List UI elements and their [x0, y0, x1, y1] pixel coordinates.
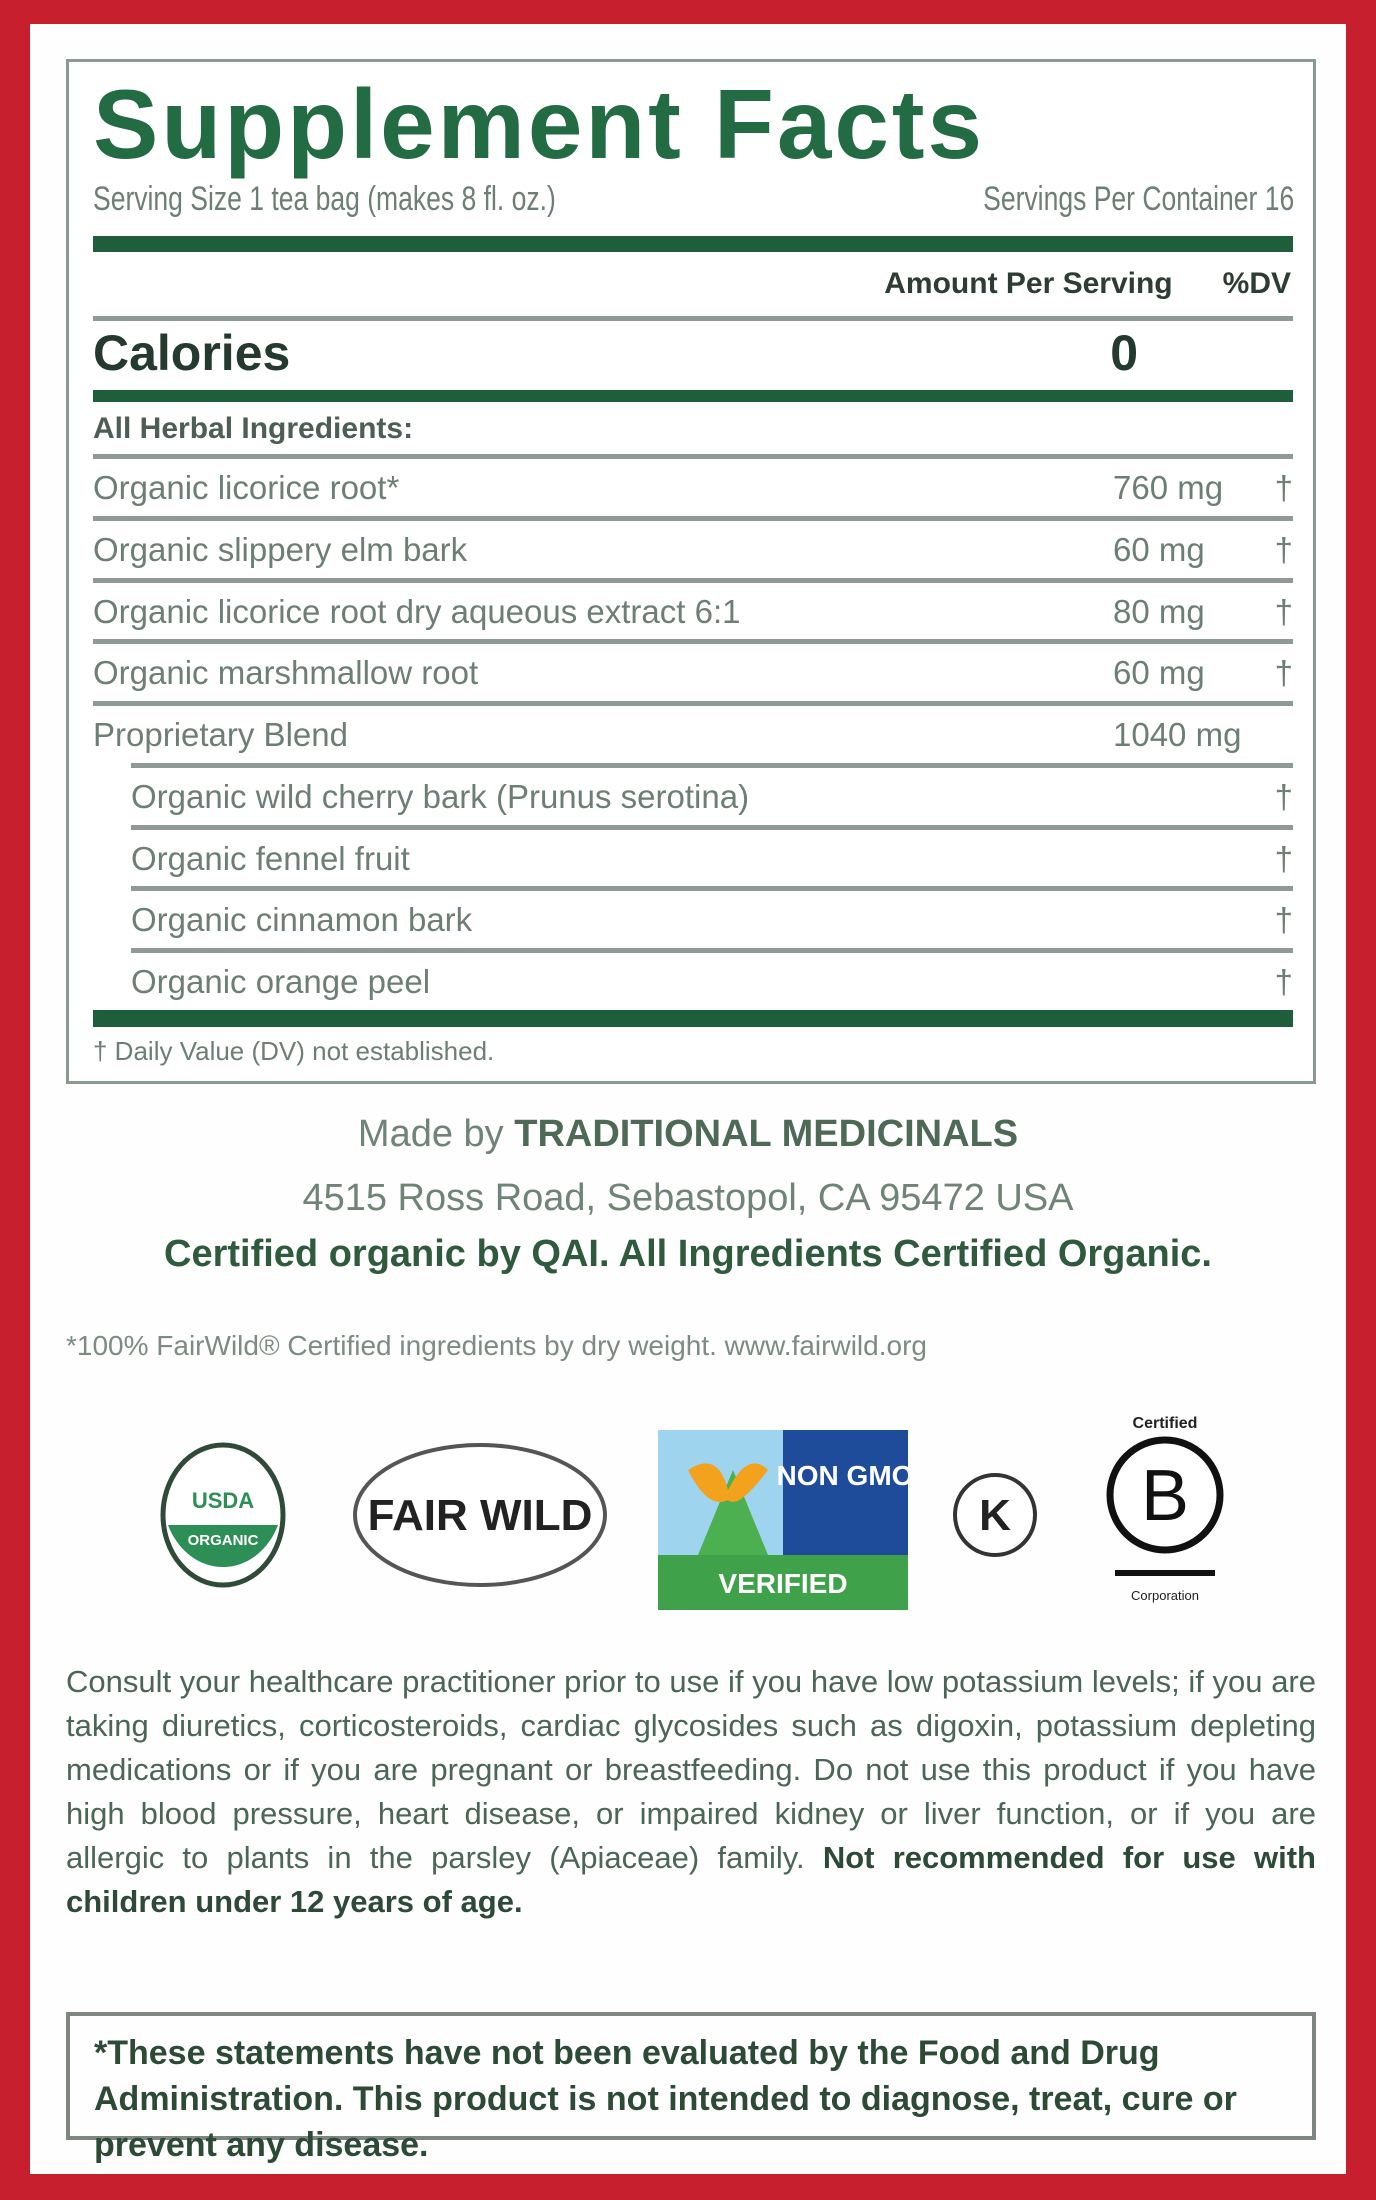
organic-certification: Certified organic by QAI. All Ingredient… [164, 1233, 1212, 1275]
certification-logos: USDA ORGANIC FAIR WILD NON GMO VERIFIED … [150, 1410, 1250, 1610]
ingredient-name: Organic licorice root* [93, 468, 400, 506]
thick-divider [93, 1010, 1293, 1027]
ingredient-row: Proprietary Blend 1040 mg [93, 701, 1293, 763]
kosher-logo: K [953, 1473, 1037, 1557]
ingredient-row: Organic cinnamon bark † [131, 886, 1293, 948]
ingredient-amount: 1040 mg [1113, 715, 1242, 753]
ingredient-row: Organic wild cherry bark (Prunus serotin… [131, 763, 1293, 825]
ingredient-dv: † [1274, 962, 1293, 1000]
ingredient-name: Organic fennel fruit [131, 839, 410, 877]
fairwild-logo: FAIR WILD [353, 1443, 607, 1587]
ingredient-amount: 80 mg [1113, 592, 1205, 630]
dv-footnote: † Daily Value (DV) not established. [93, 1036, 495, 1066]
ingredient-row: Organic marshmallow root 60 mg † [93, 639, 1293, 701]
ingredient-dv: † [1274, 530, 1293, 568]
fda-disclaimer: *These statements have not been evaluate… [66, 2012, 1316, 2164]
fairwild-note: *100% FairWild® Certified ingredients by… [66, 1330, 927, 1361]
column-header: Amount Per Serving %DV [884, 267, 1291, 301]
ingredient-name: Organic wild cherry bark (Prunus serotin… [131, 777, 750, 815]
ingredient-amount: 60 mg [1113, 653, 1205, 691]
warning-children: Not recommended for use with children un… [66, 1840, 1316, 1919]
ingredient-name: Organic slippery elm bark [93, 530, 468, 568]
ingredient-name: Organic marshmallow root [93, 653, 479, 691]
herbal-label: All Herbal Ingredients: [93, 412, 414, 445]
ingredient-row: Organic slippery elm bark 60 mg † [93, 516, 1293, 578]
calories-value: 0 [1110, 325, 1138, 381]
divider [93, 316, 1293, 321]
ingredient-row: Organic licorice root dry aqueous extrac… [93, 578, 1293, 640]
svg-text:ORGANIC: ORGANIC [188, 1532, 259, 1549]
ingredient-row: Organic licorice root* 760 mg † [93, 454, 1293, 516]
ingredient-dv: † [1274, 900, 1293, 938]
ingredient-row: Organic fennel fruit † [131, 825, 1293, 887]
svg-text:K: K [979, 1491, 1011, 1540]
ingredient-name: Proprietary Blend [93, 715, 348, 753]
ingredient-amount: 760 mg [1113, 468, 1224, 506]
ingredient-dv: † [1274, 653, 1293, 691]
ingredient-dv: † [1274, 592, 1293, 630]
thick-divider [93, 236, 1293, 252]
ingredient-row: Organic orange peel † [131, 948, 1293, 1010]
non-gmo-verified-logo: NON GMO VERIFIED [658, 1430, 908, 1610]
serving-size: Serving Size 1 tea bag (makes 8 fl. oz.) [93, 180, 556, 218]
supplement-facts-box: Supplement Facts Serving Size 1 tea bag … [66, 59, 1316, 1084]
usda-organic-logo: USDA ORGANIC [160, 1442, 286, 1588]
ingredient-dv: † [1274, 468, 1293, 506]
svg-text:Corporation: Corporation [1131, 1588, 1199, 1603]
svg-text:USDA: USDA [192, 1488, 254, 1513]
ingredient-name: Organic cinnamon bark [131, 900, 473, 938]
svg-text:NON GMO: NON GMO [777, 1460, 908, 1491]
svg-text:FAIR WILD: FAIR WILD [368, 1491, 593, 1540]
svg-text:VERIFIED: VERIFIED [718, 1568, 847, 1599]
warning-text: Consult your healthcare practitioner pri… [66, 1660, 1316, 1924]
ingredient-amount: 60 mg [1113, 530, 1205, 568]
warning-body: Consult your healthcare practitioner pri… [66, 1664, 1316, 1875]
calories-row: Calories 0 [93, 324, 1293, 382]
ingredient-name: Organic licorice root dry aqueous extrac… [93, 592, 741, 630]
serving-info: Serving Size 1 tea bag (makes 8 fl. oz.)… [93, 180, 1294, 219]
servings-per-container: Servings Per Container 16 [983, 180, 1295, 218]
thick-divider [93, 390, 1293, 402]
address: 4515 Ross Road, Sebastopol, CA 95472 USA [302, 1177, 1074, 1219]
brand-name: TRADITIONAL MEDICINALS [514, 1113, 1019, 1155]
svg-text:B: B [1141, 1456, 1189, 1536]
facts-title: Supplement Facts [93, 69, 986, 179]
calories-label: Calories [93, 325, 291, 381]
ingredient-dv: † [1274, 777, 1293, 815]
dv-header: %DV [1222, 267, 1291, 300]
amount-header: Amount Per Serving [884, 267, 1173, 300]
b-corp-logo: Certified B Corporation [1106, 1415, 1224, 1603]
made-by-prefix: Made by [357, 1113, 504, 1155]
made-by: Made by TRADITIONAL MEDICINALS [30, 1113, 1346, 1156]
svg-text:Certified: Certified [1133, 1415, 1198, 1432]
ingredient-name: Organic orange peel [131, 962, 431, 1000]
ingredient-dv: † [1274, 839, 1293, 877]
